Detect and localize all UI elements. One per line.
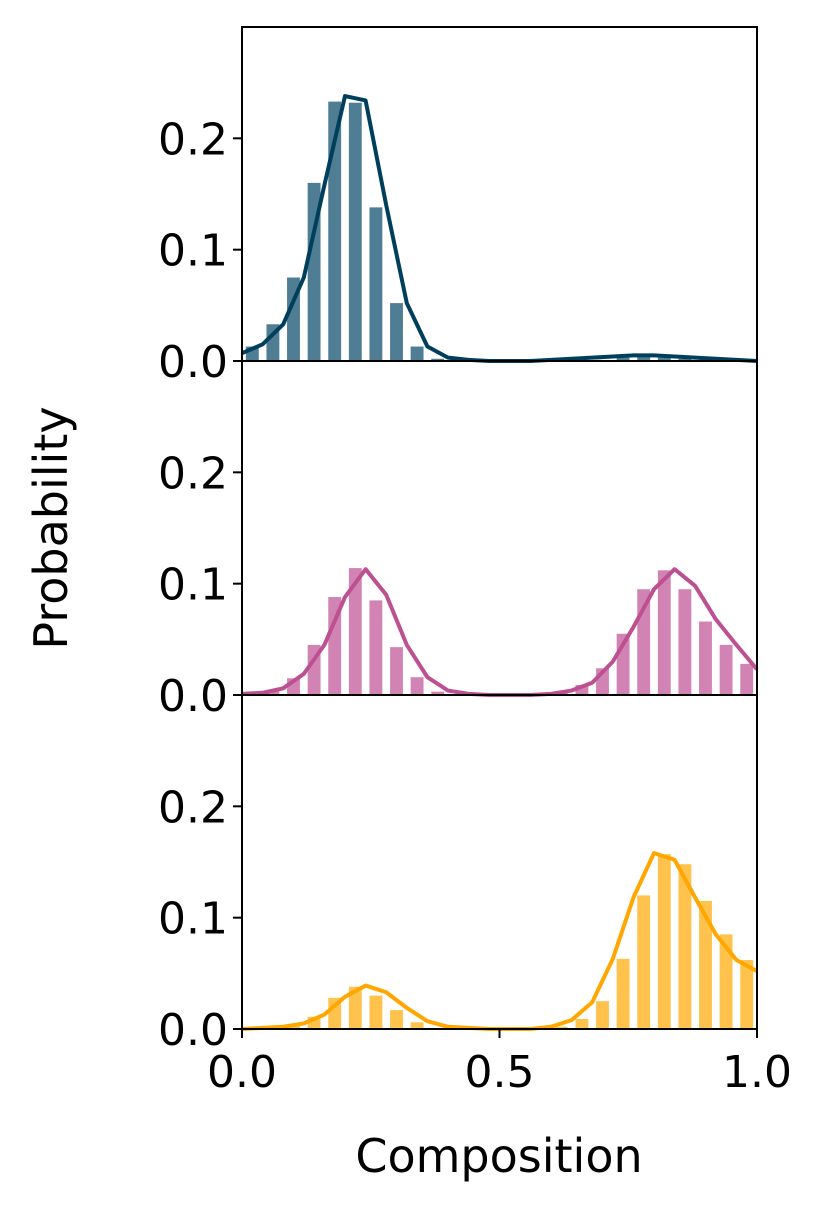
histogram-bar <box>410 677 424 695</box>
y-tick-label: 0.2 <box>158 448 228 499</box>
histogram-bar <box>719 934 733 1029</box>
chart-panels <box>241 94 759 1031</box>
histogram-bar <box>616 958 630 1029</box>
panel-2 <box>241 567 759 697</box>
y-tick-label: 0.1 <box>158 226 228 277</box>
histogram-bar <box>369 600 383 695</box>
histogram-bar <box>328 597 342 695</box>
histogram-bar <box>699 900 712 1029</box>
x-tick-label: 1.0 <box>722 1047 792 1098</box>
histogram-bar <box>596 1001 609 1029</box>
histogram-bar <box>637 895 651 1029</box>
histogram-bar <box>431 358 445 361</box>
histogram-bar <box>657 570 671 695</box>
panel-frames <box>241 26 758 1030</box>
histogram-bar <box>431 691 445 695</box>
histogram-bar <box>266 690 280 695</box>
y-axis-label: Probability <box>24 406 78 649</box>
y-tick-label: 0.0 <box>158 337 228 388</box>
y-tick-label: 0.1 <box>158 560 228 611</box>
histogram-bar <box>678 864 692 1029</box>
y-tick-label: 0.0 <box>158 1005 228 1056</box>
histogram-bar <box>740 663 754 695</box>
histogram-bar <box>390 303 403 361</box>
panel-3 <box>241 851 758 1031</box>
histogram-bar <box>348 986 362 1029</box>
y-tick-label: 0.2 <box>158 782 228 833</box>
histogram-bar <box>575 1018 589 1029</box>
y-tick-labels: 0.0 0.1 0.2 0.0 0.1 0.2 0.0 0.1 0.2 <box>158 114 242 1056</box>
x-tick-label: 0.0 <box>207 1047 277 1098</box>
histogram-bar <box>657 357 671 361</box>
histogram-bar <box>307 182 321 361</box>
histogram-bar <box>657 854 671 1029</box>
histogram-bar <box>575 684 589 695</box>
y-tick-label: 0.0 <box>158 671 228 722</box>
x-tick-labels: 0.0 0.5 1.0 <box>207 1029 792 1098</box>
histogram-bar <box>699 621 712 695</box>
histogram-bar <box>678 358 692 361</box>
histogram-bar <box>554 1026 568 1029</box>
x-tick-label: 0.5 <box>465 1047 535 1098</box>
histogram-bar <box>390 1010 403 1029</box>
y-tick-label: 0.2 <box>158 114 228 165</box>
histogram-bar <box>719 644 733 695</box>
histogram-bar <box>637 356 651 361</box>
y-tick-label: 0.1 <box>158 894 228 945</box>
histogram-bar <box>369 995 383 1029</box>
histogram-bar <box>678 589 692 695</box>
histogram-bar <box>348 102 362 362</box>
histogram-bar <box>740 959 754 1029</box>
histogram-bar <box>328 101 342 361</box>
x-axis-label: Composition <box>355 1129 642 1183</box>
histogram-bar <box>410 346 424 361</box>
panel-1 <box>241 94 758 363</box>
histogram-bar <box>348 568 362 695</box>
histogram-bar <box>410 1022 424 1029</box>
histogram-bar <box>390 647 403 695</box>
histogram-bar <box>616 357 630 361</box>
histogram-bar <box>328 997 342 1029</box>
histogram-bar <box>369 207 383 361</box>
